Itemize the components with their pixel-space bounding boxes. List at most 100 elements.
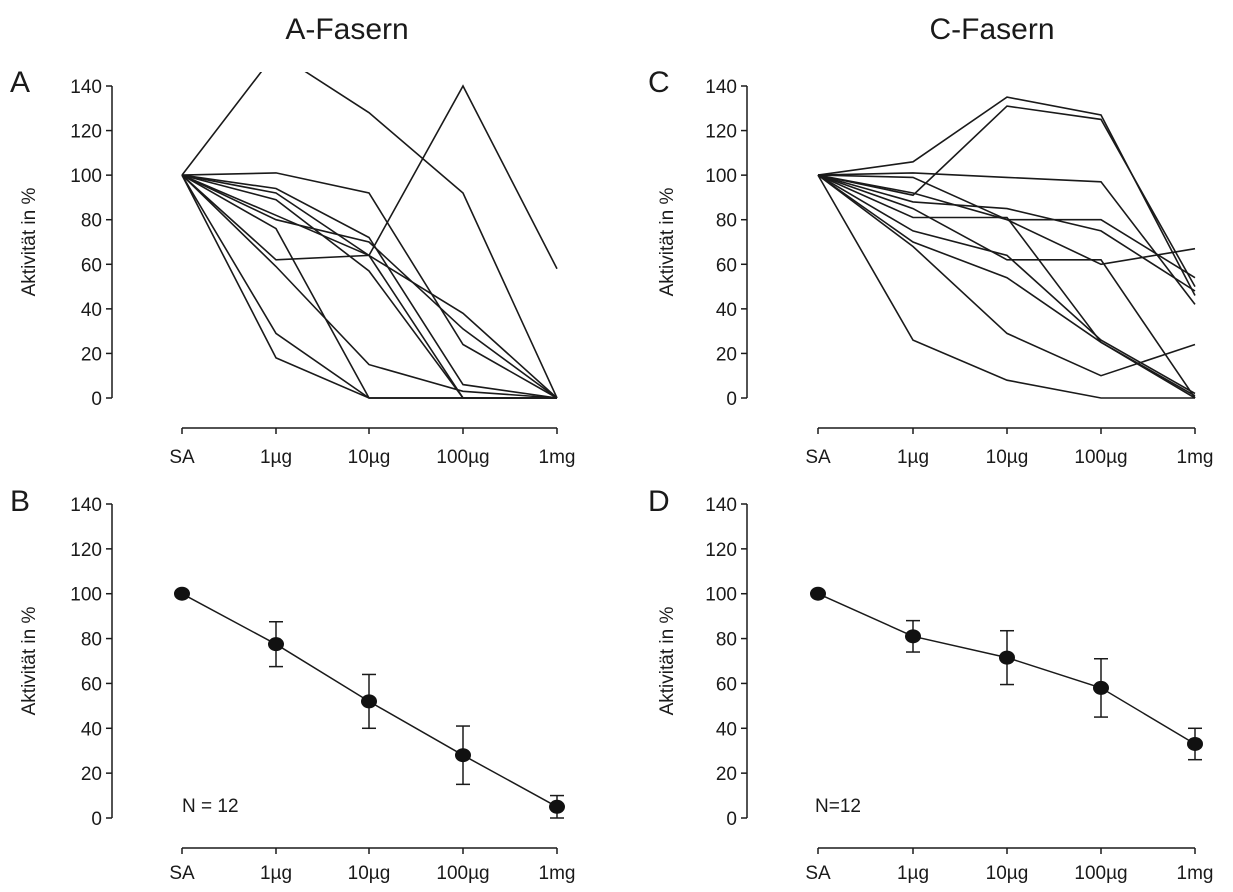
panel-d-xtick-label-3: 100µg bbox=[1074, 863, 1127, 884]
panel-letter-b: B bbox=[10, 485, 30, 518]
panel-c-series-line-9 bbox=[817, 174, 1196, 395]
panel-a-frame: A 0 20 40 60 80 100 120 140 Aktivität in % SA 1µg 10… bbox=[10, 66, 575, 468]
panel-b-ytick-label-100: 100 bbox=[70, 585, 102, 606]
panel-d-ytick-label-120: 120 bbox=[705, 540, 737, 561]
panel-c-ytick-label-100: 100 bbox=[705, 166, 737, 187]
panel-d-frame: D 0 20 40 60 80 100 120 140 Aktivität in % SA 1µg 10… bbox=[648, 485, 1213, 884]
panel-c-ytick-label-140: 140 bbox=[705, 77, 737, 98]
panel-b-xtick-label-2: 10µg bbox=[348, 863, 391, 884]
panel-a bbox=[181, 72, 558, 399]
panel-a-ytick-label-40: 40 bbox=[81, 300, 102, 321]
panel-b-xtick-label-1: 1µg bbox=[260, 863, 292, 884]
panel-c-series-line-2 bbox=[817, 105, 1196, 287]
panel-d-ytick-label-20: 20 bbox=[716, 764, 737, 785]
panel-letter-c: C bbox=[648, 66, 670, 99]
panel-d-ytick-label-140: 140 bbox=[705, 495, 737, 516]
panel-b-ytick-label-120: 120 bbox=[70, 540, 102, 561]
panel-letter-a: A bbox=[10, 66, 30, 99]
panel-d bbox=[810, 586, 1203, 761]
panel-a-xtick-label-1: 1µg bbox=[260, 447, 292, 468]
panel-b-n-label: N = 12 bbox=[182, 796, 239, 817]
panel-d-xtick-label-0: SA bbox=[805, 863, 831, 884]
panel-c-series-line-5 bbox=[817, 174, 1196, 279]
panel-c-y-axis-label: Aktivität in % bbox=[657, 188, 678, 297]
panel-d-point-1 bbox=[905, 629, 921, 644]
panel-c-series-line-11 bbox=[817, 174, 1196, 377]
panel-b-ytick-label-80: 80 bbox=[81, 630, 102, 651]
panel-d-point-2 bbox=[999, 650, 1015, 665]
panel-d-point-3 bbox=[1093, 680, 1109, 695]
panel-b-point-4 bbox=[549, 799, 565, 814]
panel-a-ytick-label-140: 140 bbox=[70, 77, 102, 98]
panel-a-y-axis-label: Aktivität in % bbox=[19, 188, 40, 297]
panel-a-ytick-label-120: 120 bbox=[70, 122, 102, 143]
panel-a-series-line-2 bbox=[181, 174, 558, 399]
panel-b-point-1 bbox=[268, 637, 284, 652]
panel-d-xtick-label-1: 1µg bbox=[897, 863, 929, 884]
panel-c-xtick-label-2: 10µg bbox=[986, 447, 1029, 468]
panel-a-series-line-6 bbox=[181, 174, 558, 399]
column-title-c-fasern: C-Fasern bbox=[929, 13, 1054, 46]
panel-d-point-4 bbox=[1187, 736, 1203, 751]
panel-a-ytick-label-80: 80 bbox=[81, 211, 102, 232]
panel-a-ytick-label-0: 0 bbox=[91, 389, 102, 410]
panel-b bbox=[174, 586, 565, 819]
panel-d-ytick-label-60: 60 bbox=[716, 674, 737, 695]
panel-b-ytick-label-0: 0 bbox=[91, 809, 102, 830]
panel-a-xtick-label-3: 100µg bbox=[436, 447, 489, 468]
panel-b-point-3 bbox=[455, 748, 471, 763]
panel-d-ytick-label-0: 0 bbox=[726, 809, 737, 830]
panel-d-point-0 bbox=[810, 586, 826, 601]
panel-b-ytick-label-140: 140 bbox=[70, 495, 102, 516]
panel-a-series-line-9 bbox=[181, 174, 558, 399]
panel-b-ytick-label-20: 20 bbox=[81, 764, 102, 785]
panel-d-ytick-label-80: 80 bbox=[716, 630, 737, 651]
panel-c-ytick-label-80: 80 bbox=[716, 211, 737, 232]
panel-b-xtick-label-0: SA bbox=[169, 863, 195, 884]
panel-c-frame: C 0 20 40 60 80 100 120 140 Aktivität in % SA 1µg 10… bbox=[648, 66, 1213, 468]
panel-a-ytick-label-100: 100 bbox=[70, 166, 102, 187]
panel-b-point-2 bbox=[361, 694, 377, 709]
panel-d-y-axis-label: Aktivität in % bbox=[657, 607, 678, 716]
panel-c-series-line-1 bbox=[817, 96, 1196, 296]
panel-a-series-line-11 bbox=[181, 174, 557, 399]
panel-d-xtick-label-2: 10µg bbox=[986, 863, 1029, 884]
panel-c-xtick-label-1: 1µg bbox=[897, 447, 929, 468]
panel-d-xtick-label-4: 1mg bbox=[1177, 863, 1214, 884]
panel-b-xtick-label-4: 1mg bbox=[539, 863, 576, 884]
panel-c-series-line-3 bbox=[817, 172, 1196, 305]
panel-c-series-line-10 bbox=[817, 174, 1196, 397]
panel-b-point-0 bbox=[174, 586, 190, 601]
panel-a-series-line-8 bbox=[181, 84, 558, 270]
panel-d-ytick-label-100: 100 bbox=[705, 585, 737, 606]
panel-c-series-line-12 bbox=[817, 174, 1195, 399]
panel-a-xtick-label-0: SA bbox=[169, 447, 195, 468]
panel-b-frame: B 0 20 40 60 80 100 120 140 Aktivität in % SA 1µg 10… bbox=[10, 485, 575, 884]
panel-c-ytick-label-120: 120 bbox=[705, 122, 737, 143]
panel-b-ytick-label-60: 60 bbox=[81, 674, 102, 695]
panel-a-series-line-1 bbox=[181, 172, 558, 399]
panel-c bbox=[817, 96, 1196, 399]
column-title-a-fasern: A-Fasern bbox=[285, 13, 408, 46]
panel-c-ytick-label-20: 20 bbox=[716, 344, 737, 365]
panel-b-xtick-label-3: 100µg bbox=[436, 863, 489, 884]
panel-c-ytick-label-40: 40 bbox=[716, 300, 737, 321]
panel-c-ytick-label-60: 60 bbox=[716, 255, 737, 276]
panel-d-n-label: N=12 bbox=[815, 796, 861, 817]
panel-c-ytick-label-0: 0 bbox=[726, 389, 737, 410]
panel-a-xtick-label-4: 1mg bbox=[539, 447, 576, 468]
panel-c-xtick-label-3: 100µg bbox=[1074, 447, 1127, 468]
panel-c-series-line-7 bbox=[817, 174, 1196, 399]
panel-c-series-line-6 bbox=[817, 174, 1196, 292]
panel-a-ytick-label-20: 20 bbox=[81, 344, 102, 365]
panel-a-series-line-12 bbox=[181, 72, 558, 399]
panel-c-xtick-label-0: SA bbox=[805, 447, 831, 468]
panel-b-ytick-label-40: 40 bbox=[81, 719, 102, 740]
panel-b-y-axis-label: Aktivität in % bbox=[19, 607, 40, 716]
panel-letter-d: D bbox=[648, 485, 670, 518]
panel-a-ytick-label-60: 60 bbox=[81, 255, 102, 276]
panel-c-xtick-label-4: 1mg bbox=[1177, 447, 1214, 468]
panel-d-ytick-label-40: 40 bbox=[716, 719, 737, 740]
panel-a-xtick-label-2: 10µg bbox=[348, 447, 391, 468]
